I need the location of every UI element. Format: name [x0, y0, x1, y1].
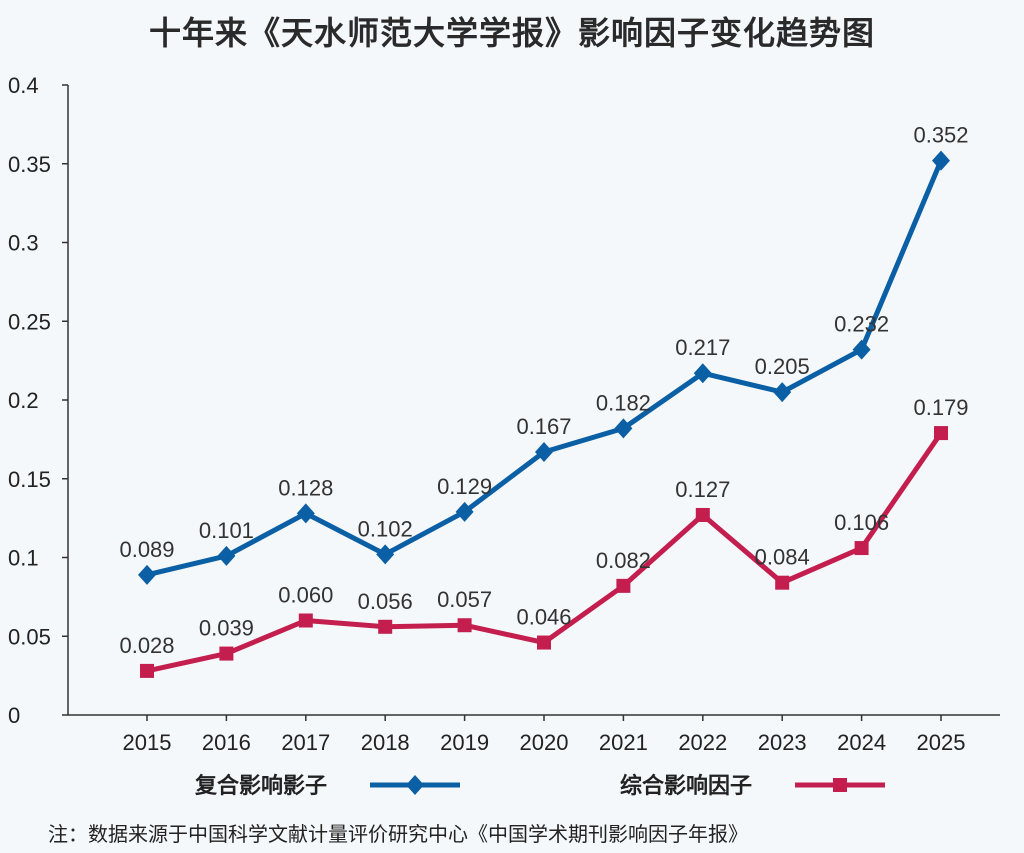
source-note: 注：数据来源于中国科学文献计量评价研究中心《中国学术期刊影响因子年报》 [48, 822, 748, 846]
data-point-0 [614, 418, 633, 439]
data-label-0: 0.232 [834, 312, 889, 337]
data-label-0: 0.101 [199, 518, 254, 543]
x-tick-label: 2023 [758, 730, 807, 755]
x-tick-label: 2022 [678, 730, 727, 755]
data-label-1: 0.084 [755, 545, 810, 570]
data-label-1: 0.039 [199, 616, 254, 641]
legend-marker-1 [833, 778, 847, 792]
data-point-1 [695, 507, 710, 522]
y-tick-label: 0.1 [8, 546, 39, 571]
data-point-1 [854, 541, 869, 556]
data-label-0: 0.352 [913, 123, 968, 148]
x-tick-label: 2019 [440, 730, 489, 755]
y-tick-label: 0.05 [8, 624, 51, 649]
y-tick-label: 0.3 [8, 231, 39, 256]
legend-marker-0 [406, 775, 424, 795]
data-point-0 [455, 501, 474, 522]
y-tick-label: 0.25 [8, 309, 51, 334]
x-tick-label: 2017 [281, 730, 330, 755]
x-tick-label: 2025 [917, 730, 966, 755]
data-label-0: 0.129 [437, 474, 492, 499]
data-point-1 [140, 663, 154, 678]
y-tick-label: 0.35 [8, 152, 51, 177]
data-label-1: 0.056 [358, 589, 413, 614]
data-label-0: 0.102 [358, 516, 413, 541]
y-tick-label: 0.2 [8, 388, 39, 413]
data-label-1: 0.028 [119, 633, 174, 658]
data-point-1 [934, 426, 948, 441]
data-label-0: 0.182 [596, 390, 651, 415]
data-label-0: 0.167 [516, 414, 571, 439]
series-line-1 [146, 431, 944, 674]
data-point-1 [775, 575, 790, 590]
data-label-1: 0.057 [437, 587, 492, 612]
chart-title: 十年来《天水师范大学学报》影响因子变化趋势图 [148, 14, 875, 52]
data-point-0 [535, 441, 553, 462]
x-tick-label: 2018 [361, 730, 410, 755]
data-point-0 [693, 363, 712, 384]
x-tick-label: 2015 [123, 730, 172, 755]
data-label-0: 0.089 [119, 537, 174, 562]
data-point-0 [852, 339, 871, 360]
data-label-1: 0.127 [675, 477, 730, 502]
series-line-0 [146, 159, 944, 578]
y-tick-label: 0 [8, 703, 20, 728]
legend-label-1: 综合影响因子 [620, 773, 752, 799]
y-tick-label: 0.15 [8, 467, 51, 492]
data-point-0 [138, 564, 156, 585]
data-point-0 [773, 382, 792, 403]
data-point-0 [296, 503, 315, 524]
data-point-1 [616, 578, 631, 593]
data-label-0: 0.205 [755, 354, 810, 379]
data-point-0 [932, 150, 950, 171]
data-point-0 [376, 544, 395, 565]
x-tick-label: 2020 [520, 730, 569, 755]
data-label-1: 0.106 [834, 510, 889, 535]
data-point-1 [298, 613, 313, 628]
y-tick-label: 0.4 [8, 73, 39, 98]
data-label-0: 0.217 [675, 335, 730, 360]
data-point-1 [457, 618, 472, 633]
data-label-1: 0.060 [278, 583, 333, 608]
data-label-0: 0.128 [278, 475, 333, 500]
x-tick-label: 2016 [202, 730, 251, 755]
data-label-1: 0.046 [516, 605, 571, 630]
data-point-1 [378, 619, 393, 634]
data-point-1 [219, 646, 234, 661]
data-point-0 [217, 545, 236, 566]
x-tick-label: 2024 [837, 730, 886, 755]
data-label-1: 0.082 [596, 548, 651, 573]
data-label-1: 0.179 [913, 395, 968, 420]
x-tick-label: 2021 [599, 730, 648, 755]
legend-label-0: 复合影响影子 [194, 773, 327, 799]
data-point-1 [537, 635, 551, 650]
